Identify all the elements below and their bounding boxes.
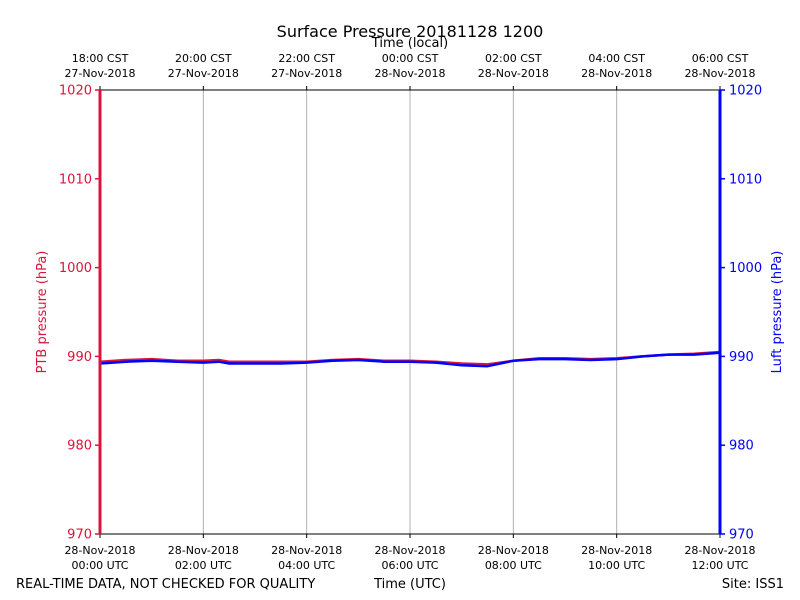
bottom-axis-label: Time (UTC) — [373, 577, 446, 592]
top-tick-time-label: 22:00 CST — [278, 52, 335, 65]
left-y-tick-label: 1010 — [59, 172, 92, 187]
vertical-gridlines — [202, 90, 618, 534]
right-y-tick-label: 980 — [729, 439, 754, 454]
x-tick-date-label: 28-Nov-2018 — [478, 544, 549, 557]
luft-pressure-line — [98, 351, 722, 368]
left-y-tick-label: 970 — [67, 528, 92, 543]
x-tick-time-label: 04:00 UTC — [278, 559, 335, 572]
left-y-tick-label: 1000 — [59, 261, 92, 276]
top-tick-date-label: 28-Nov-2018 — [478, 67, 549, 80]
x-tick-date-label: 28-Nov-2018 — [684, 544, 755, 557]
plot-series — [98, 350, 722, 368]
top-tick-time-label: 04:00 CST — [588, 52, 645, 65]
top-tick-time-label: 02:00 CST — [485, 52, 542, 65]
axis-ticks: 28-Nov-2018 00:00 UTC 28-Nov-2018 02:00 UTC… — [59, 52, 762, 572]
left-axis-label: PTB pressure (hPa) — [35, 251, 50, 374]
x-tick-time-label: 08:00 UTC — [485, 559, 542, 572]
top-tick-time-label: 18:00 CST — [72, 52, 129, 65]
top-tick-date-label: 27-Nov-2018 — [271, 67, 342, 80]
right-y-tick-label: 1010 — [729, 172, 762, 187]
x-tick-date-label: 28-Nov-2018 — [374, 544, 445, 557]
x-tick-date-label: 28-Nov-2018 — [581, 544, 652, 557]
top-tick-date-label: 27-Nov-2018 — [168, 67, 239, 80]
top-tick-date-label: 28-Nov-2018 — [684, 67, 755, 80]
left-y-tick-label: 990 — [67, 350, 92, 365]
top-tick-time-label: 20:00 CST — [175, 52, 232, 65]
right-y-tick-label: 1020 — [729, 84, 762, 99]
top-axis-label: Time (local) — [371, 36, 448, 51]
left-y-tick-label: 1020 — [59, 84, 92, 99]
right-y-tick-label: 1000 — [729, 261, 762, 276]
top-tick-date-label: 28-Nov-2018 — [581, 67, 652, 80]
right-y-tick-label: 990 — [729, 350, 754, 365]
quality-disclaimer: REAL-TIME DATA, NOT CHECKED FOR QUALITY — [16, 577, 315, 592]
top-tick-date-label: 27-Nov-2018 — [64, 67, 135, 80]
x-tick-date-label: 28-Nov-2018 — [64, 544, 135, 557]
top-tick-date-label: 28-Nov-2018 — [374, 67, 445, 80]
top-tick-time-label: 06:00 CST — [692, 52, 749, 65]
left-y-tick-label: 980 — [67, 439, 92, 454]
x-tick-time-label: 02:00 UTC — [175, 559, 232, 572]
x-tick-time-label: 10:00 UTC — [588, 559, 645, 572]
x-tick-time-label: 06:00 UTC — [381, 559, 438, 572]
site-label: Site: ISS1 — [722, 577, 784, 592]
x-tick-time-label: 12:00 UTC — [691, 559, 748, 572]
top-tick-time-label: 00:00 CST — [382, 52, 439, 65]
right-axis-label: Luft pressure (hPa) — [770, 251, 785, 374]
right-y-tick-label: 970 — [729, 528, 754, 543]
chart-title: Surface Pressure 20181128 1200 — [277, 22, 544, 41]
x-tick-date-label: 28-Nov-2018 — [271, 544, 342, 557]
x-tick-time-label: 00:00 UTC — [71, 559, 128, 572]
x-tick-date-label: 28-Nov-2018 — [168, 544, 239, 557]
